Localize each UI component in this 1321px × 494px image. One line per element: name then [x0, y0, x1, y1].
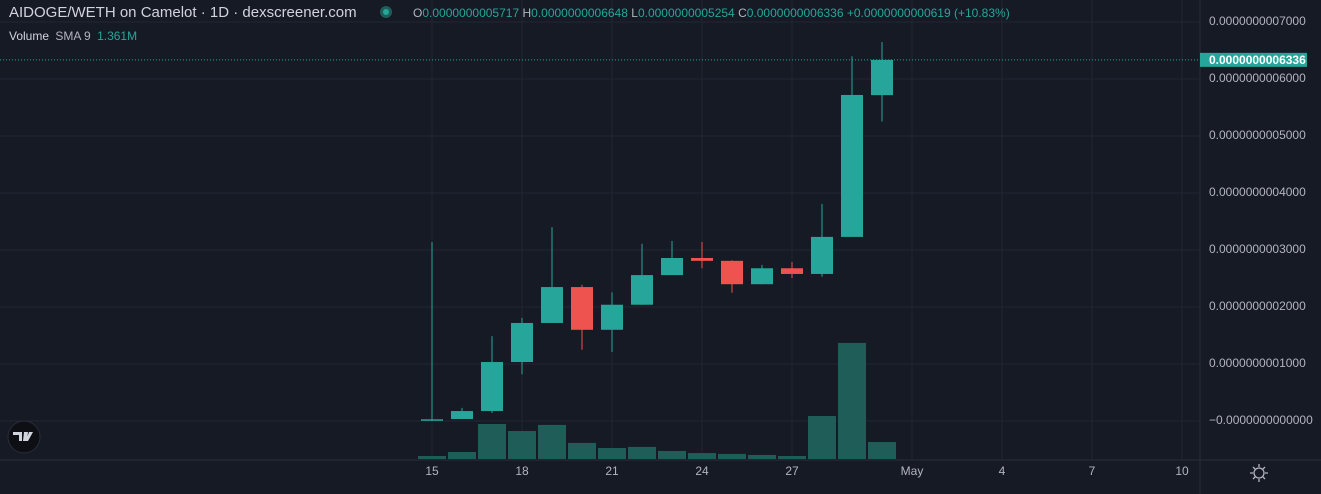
x-tick-label: 15 — [425, 464, 439, 478]
grid — [0, 0, 1200, 460]
candle-body — [481, 362, 503, 412]
volume-bar — [748, 454, 776, 459]
volume-bar — [658, 450, 686, 459]
candle-body — [841, 94, 863, 237]
ohlc-label: C — [738, 6, 747, 20]
settings-icon[interactable] — [1250, 464, 1268, 482]
volume-bar — [718, 453, 746, 459]
y-tick-label: 0.0000000003000 — [1209, 242, 1306, 256]
y-tick-label: 0.0000000005000 — [1209, 128, 1306, 142]
y-tick-label: 0.0000000002000 — [1209, 299, 1306, 313]
status-dot — [383, 9, 389, 15]
candle-body — [721, 260, 743, 285]
volume-bar — [448, 452, 476, 459]
volume-bar — [868, 442, 896, 459]
ohlc-label: L — [631, 6, 638, 20]
volume-bar — [808, 415, 836, 459]
volume-bar — [538, 424, 566, 459]
ohlc-value: 0.0000000005717 — [422, 6, 520, 20]
candle-body — [451, 411, 473, 420]
ohlc-label: O — [413, 6, 423, 20]
volume-legend: Volume SMA 9 1.361M — [9, 29, 137, 43]
candle-body — [631, 275, 653, 305]
y-tick-label: −0.0000000000000 — [1209, 413, 1313, 427]
volume-bar — [688, 453, 716, 459]
volume-bar — [478, 424, 506, 459]
volume-bar — [598, 447, 626, 459]
sma-label: SMA 9 — [55, 29, 91, 43]
x-tick-label: 10 — [1175, 464, 1189, 478]
volume-bar — [568, 442, 596, 459]
x-tick-label: 4 — [999, 464, 1006, 478]
axes: 0.0000000007000 0.0000000006000 0.00000000… — [0, 14, 1313, 478]
last-price-tag — [1200, 52, 1307, 67]
header-title: AIDOGE/WETH on Camelot · 1D · dexscreene… — [9, 4, 357, 21]
candle-body — [811, 236, 833, 274]
x-tick-label: 18 — [515, 464, 529, 478]
candle-body — [421, 419, 443, 421]
volume-label: Volume — [9, 29, 50, 43]
x-tick-label: 21 — [605, 464, 619, 478]
volume-bar — [508, 431, 536, 459]
ohlc-value: 0.0000000006336 — [746, 6, 844, 20]
candle-body — [691, 257, 713, 261]
volume-bar — [778, 456, 806, 459]
sma-value: 1.361M — [97, 29, 138, 43]
ohlc-label: H — [522, 6, 532, 20]
candle-body — [601, 304, 623, 330]
volume — [418, 342, 896, 459]
y-tick-label: 0.0000000001000 — [1209, 356, 1306, 370]
last-price-label: 0.0000000006336 — [1209, 53, 1306, 67]
ohlc-legend: O0.0000000005717 H0.0000000006648 L0.000… — [413, 6, 1010, 20]
candle-body — [571, 287, 593, 330]
volume-bar — [628, 446, 656, 459]
change: +0.0000000000619 (+10.83%) — [846, 6, 1010, 20]
ohlc-value: 0.0000000005254 — [637, 6, 735, 20]
candles — [421, 42, 893, 422]
candle-body — [661, 257, 683, 276]
volume-bar — [418, 456, 446, 459]
volume-bar — [838, 342, 866, 459]
candle-body — [781, 268, 803, 274]
x-tick-label: 27 — [785, 464, 799, 478]
y-tick-label: 0.0000000007000 — [1209, 14, 1306, 28]
x-tick-label: 24 — [695, 464, 709, 478]
ohlc-value: 0.0000000006648 — [531, 6, 628, 20]
candle-body — [511, 322, 533, 363]
x-tick-label: 7 — [1089, 464, 1096, 478]
y-tick-label: 0.0000000004000 — [1209, 185, 1306, 199]
x-tick-label: May — [901, 464, 924, 478]
candle-body — [871, 59, 893, 96]
candle-body — [541, 287, 563, 323]
logo — [7, 420, 41, 454]
y-tick-label: 0.0000000006000 — [1209, 71, 1306, 85]
candle-body — [751, 268, 773, 285]
